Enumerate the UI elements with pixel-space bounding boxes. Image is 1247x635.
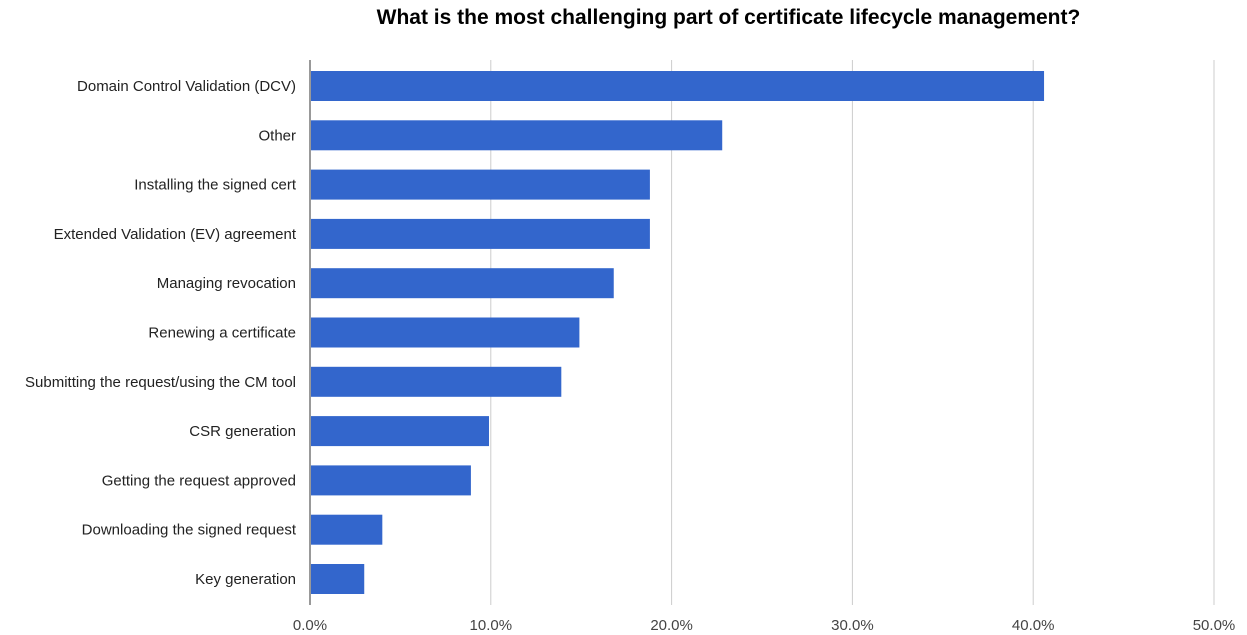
- x-tick-label: 30.0%: [831, 617, 874, 634]
- category-label: Extended Validation (EV) agreement: [54, 226, 297, 243]
- category-label: Other: [258, 127, 296, 144]
- bar: [311, 317, 580, 348]
- x-tick-label: 50.0%: [1193, 617, 1236, 634]
- bar: [311, 366, 562, 397]
- x-tick-label: 20.0%: [650, 617, 693, 634]
- bar: [311, 218, 650, 249]
- category-label: Key generation: [195, 571, 296, 588]
- bars: [311, 71, 1045, 594]
- bar: [311, 416, 489, 447]
- x-tick-label: 40.0%: [1012, 617, 1055, 634]
- category-label: Renewing a certificate: [148, 325, 296, 342]
- category-label: CSR generation: [189, 423, 296, 440]
- bar: [311, 71, 1045, 101]
- chart-title: What is the most challenging part of cer…: [376, 6, 1081, 29]
- bar: [311, 120, 723, 151]
- category-labels: Domain Control Validation (DCV) Other Inst…: [25, 78, 297, 588]
- bar: [311, 564, 365, 594]
- bar: [311, 465, 471, 496]
- x-axis-ticks: 0.0% 10.0% 20.0% 30.0% 40.0% 50.0%: [293, 617, 1235, 634]
- bar: [311, 268, 614, 299]
- category-label: Domain Control Validation (DCV): [77, 78, 296, 95]
- category-label: Managing revocation: [157, 275, 296, 292]
- category-label: Installing the signed cert: [134, 177, 297, 194]
- x-tick-label: 0.0%: [293, 617, 327, 634]
- bar: [311, 514, 383, 545]
- category-label: Getting the request approved: [102, 472, 296, 489]
- x-tick-label: 10.0%: [470, 617, 513, 634]
- category-label: Downloading the signed request: [82, 522, 297, 539]
- category-label: Submitting the request/using the CM tool: [25, 374, 296, 391]
- bar: [311, 169, 650, 200]
